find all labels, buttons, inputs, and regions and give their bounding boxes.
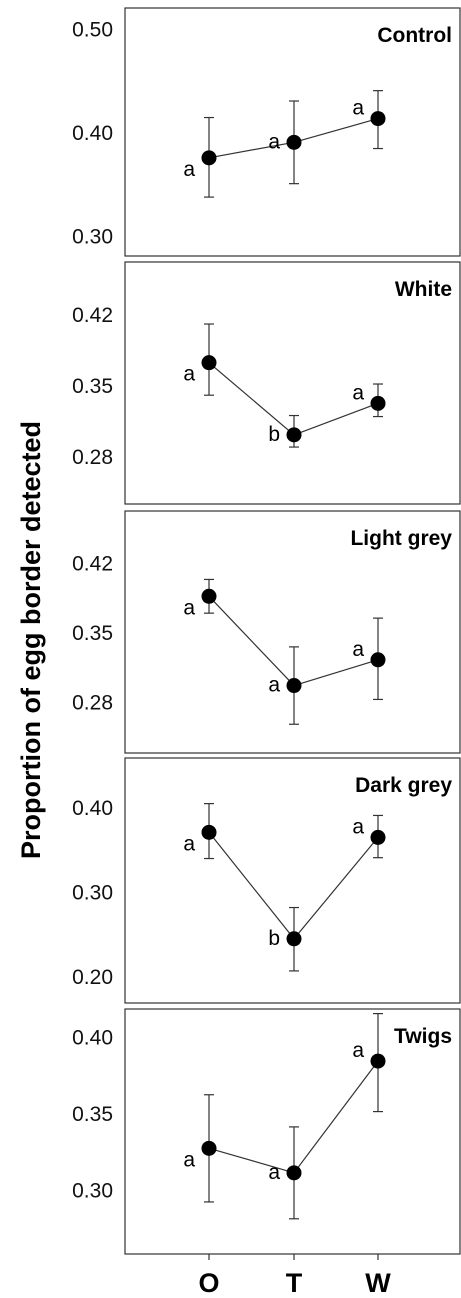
panel-title: White [395,278,452,301]
data-point [286,1165,302,1181]
y-tick-label: 0.40 [72,797,113,820]
data-point [201,824,217,840]
significance-letter: a [183,832,195,855]
panel-title: Light grey [350,527,452,550]
data-point [286,678,302,694]
data-point [201,150,217,166]
significance-letter: a [183,1148,195,1171]
panel-title: Control [377,24,452,47]
significance-letter: a [183,363,195,386]
data-point [370,652,386,668]
significance-letter: a [183,158,195,181]
significance-letter: b [268,927,280,950]
significance-letter: a [352,1039,364,1062]
data-point [286,427,302,443]
y-tick-label: 0.28 [72,691,113,714]
panel-title: Dark grey [355,774,452,797]
data-point [370,1053,386,1069]
significance-letter: a [352,97,364,120]
panel-frame [124,510,461,754]
data-point [370,829,386,845]
y-tick-label: 0.20 [72,966,113,989]
panel-frame [124,1008,461,1255]
y-tick-label: 0.30 [72,225,113,248]
data-point [201,355,217,371]
significance-letter: a [268,674,280,697]
y-axis-label: Proportion of egg border detected [16,421,46,859]
panel-twigs: Twigs 0.30 0.35 0.40 a a a [72,1008,461,1255]
significance-letter: a [268,130,280,153]
significance-letter: a [352,815,364,838]
data-point [201,1140,217,1156]
x-tick-label: T [286,1268,303,1298]
y-tick-label: 0.28 [72,446,113,469]
y-tick-label: 0.40 [72,122,113,145]
y-tick-label: 0.50 [72,19,113,42]
significance-letter: b [268,423,280,446]
data-point [286,931,302,947]
panel-frame [124,7,461,257]
panel-frame [124,261,461,505]
data-point [370,111,386,127]
significance-letter: a [268,1161,280,1184]
panel-dark-grey: Dark grey 0.20 0.30 0.40 a b a [72,757,461,1004]
x-tick-label: W [365,1268,391,1298]
y-tick-label: 0.35 [72,622,113,645]
significance-letter: a [183,596,195,619]
x-tick-label: O [198,1268,219,1298]
y-tick-label: 0.35 [72,1103,113,1126]
significance-letter: a [352,638,364,661]
panel-title: Twigs [394,1025,452,1048]
panel-frame [124,757,461,1004]
panel-control: Control 0.30 0.40 0.50 a a a [72,7,461,257]
y-tick-label: 0.42 [72,553,113,576]
data-point [201,588,217,604]
y-tick-label: 0.40 [72,1027,113,1050]
data-point [286,134,302,150]
y-tick-label: 0.30 [72,881,113,904]
panels: Control 0.30 0.40 0.50 a a a White 0.28 0.35 0.42 a… [72,7,461,1255]
data-point [370,395,386,411]
y-tick-label: 0.42 [72,304,113,327]
panel-white: White 0.28 0.35 0.42 a b a [72,261,461,505]
y-tick-label: 0.30 [72,1180,113,1203]
y-tick-label: 0.35 [72,375,113,398]
panel-light-grey: Light grey 0.28 0.35 0.42 a a a [72,510,461,754]
significance-letter: a [352,381,364,404]
